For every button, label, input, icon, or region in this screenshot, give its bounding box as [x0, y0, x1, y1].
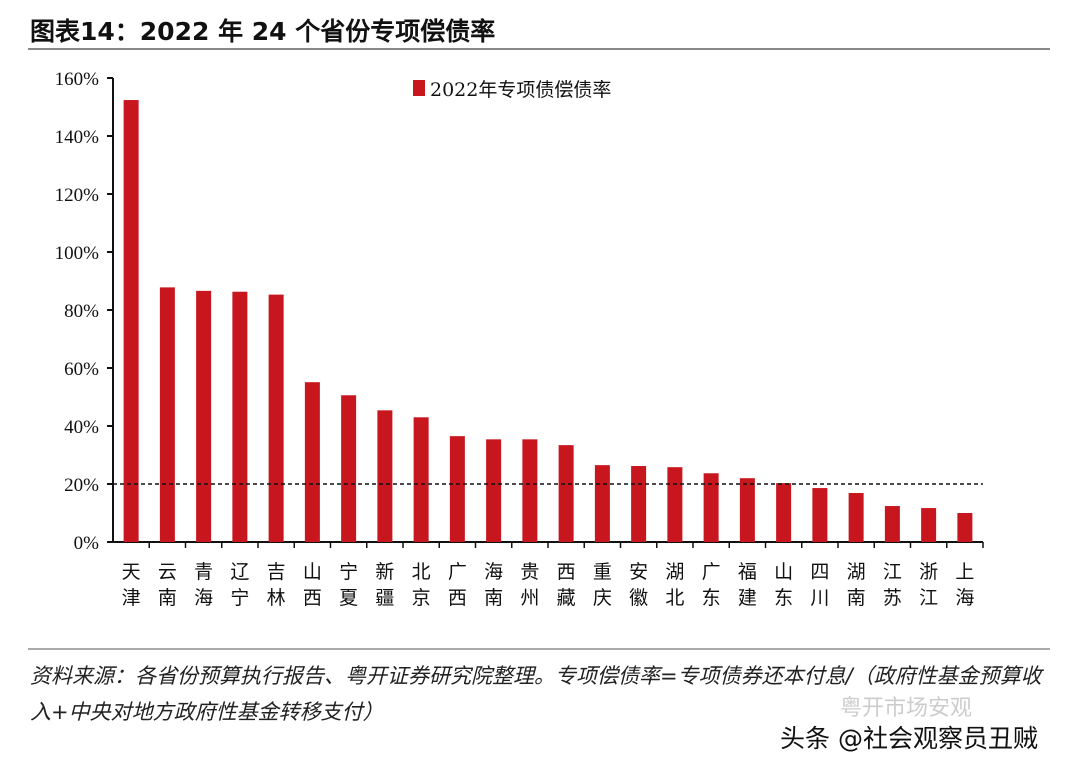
- x-tick-label: 新: [375, 561, 394, 583]
- watermark-platform: 头条 @社会观察员丑贼: [780, 724, 1038, 753]
- bar-宁夏: [341, 395, 357, 542]
- x-tick-label: 云: [158, 561, 177, 583]
- bar-广东: [703, 473, 719, 542]
- x-tick-label: 海: [484, 561, 503, 583]
- source-note: 资料来源：各省份预算执行报告、粤开证券研究院整理。专项偿债率=专项债券还本付息/…: [30, 664, 1042, 724]
- x-tick-label: 海: [194, 587, 213, 609]
- bar-新疆: [377, 410, 393, 542]
- x-tick-label: 海: [955, 587, 974, 609]
- x-tick-label: 湖: [847, 561, 866, 583]
- bar-山西: [304, 382, 320, 542]
- x-tick-label: 重: [593, 561, 612, 583]
- x-tick-label: 西: [448, 587, 467, 609]
- y-tick-label: 120%: [55, 185, 100, 206]
- x-tick-label: 上: [955, 561, 974, 583]
- bar-湖北: [667, 467, 683, 542]
- x-tick-label: 藏: [557, 587, 576, 609]
- y-tick-label: 60%: [64, 359, 99, 380]
- x-tick-label: 浙: [919, 561, 938, 583]
- bar-天津: [123, 100, 139, 542]
- x-tick-label: 南: [158, 587, 177, 609]
- bar-云南: [159, 287, 175, 542]
- x-tick-label: 京: [412, 587, 431, 609]
- bar-湖南: [848, 492, 864, 542]
- bar-重庆: [594, 465, 610, 542]
- bar-江苏: [884, 506, 900, 542]
- x-tick-label: 广: [448, 561, 467, 583]
- x-tick-label: 北: [665, 587, 684, 609]
- title-divider: [28, 48, 1050, 50]
- legend-swatch: [413, 80, 425, 96]
- x-tick-label: 州: [520, 587, 539, 609]
- x-tick-label: 宁: [339, 561, 358, 583]
- x-tick-label: 东: [702, 587, 721, 609]
- x-tick-label: 庆: [593, 587, 612, 609]
- x-tick-label: 川: [810, 587, 829, 609]
- x-tick-label: 山: [303, 561, 322, 583]
- x-tick-label: 福: [738, 561, 757, 583]
- x-tick-label: 贵: [520, 561, 539, 583]
- legend-label: 2022年专项债偿债率: [430, 79, 611, 101]
- bar-广西: [449, 436, 465, 542]
- x-tick-label: 辽: [230, 561, 249, 583]
- y-tick-label: 80%: [64, 301, 99, 322]
- bar-浙江: [921, 508, 937, 542]
- y-tick-label: 160%: [55, 69, 100, 90]
- x-tick-label: 宁: [230, 587, 249, 609]
- bar-山东: [776, 483, 792, 542]
- y-tick-label: 100%: [55, 243, 100, 264]
- watermark-account: 粤开市场安观: [840, 696, 973, 721]
- x-tick-label: 徽: [629, 587, 648, 609]
- chart-title: 图表14：2022 年 24 个省份专项偿债率: [30, 17, 496, 46]
- bar-chart: 0%20%40%60%80%100%120%140%160%天津云南青海辽宁吉林…: [55, 69, 984, 609]
- x-tick-label: 广: [702, 561, 721, 583]
- x-tick-label: 江: [919, 587, 938, 609]
- bar-福建: [739, 478, 755, 542]
- x-tick-label: 北: [412, 561, 431, 583]
- x-tick-label: 建: [738, 587, 757, 609]
- x-tick-label: 西: [303, 587, 322, 609]
- x-tick-label: 山: [774, 561, 793, 583]
- x-tick-label: 湖: [665, 561, 684, 583]
- bar-贵州: [522, 439, 538, 542]
- bar-吉林: [268, 294, 284, 542]
- y-tick-label: 40%: [64, 417, 99, 438]
- x-tick-label: 青: [194, 561, 213, 583]
- x-tick-label: 安: [629, 561, 648, 583]
- x-tick-label: 苏: [883, 587, 902, 609]
- x-tick-label: 四: [810, 561, 829, 583]
- x-tick-label: 东: [774, 587, 793, 609]
- bar-西藏: [558, 445, 574, 542]
- bar-北京: [413, 417, 429, 542]
- x-tick-label: 西: [557, 561, 576, 583]
- y-tick-label: 0%: [74, 533, 100, 554]
- bar-海南: [486, 439, 502, 542]
- y-tick-label: 140%: [55, 127, 100, 148]
- x-tick-label: 林: [267, 587, 286, 609]
- x-tick-label: 南: [847, 587, 866, 609]
- x-tick-label: 江: [883, 561, 902, 583]
- x-tick-label: 南: [484, 587, 503, 609]
- footer-divider: [28, 648, 1050, 650]
- bar-四川: [812, 488, 828, 542]
- bar-安徽: [631, 466, 647, 542]
- x-tick-label: 天: [122, 561, 141, 583]
- bar-辽宁: [232, 291, 248, 542]
- x-tick-label: 疆: [375, 587, 394, 609]
- bar-上海: [957, 513, 973, 542]
- x-tick-label: 夏: [339, 587, 358, 609]
- bar-青海: [196, 290, 212, 542]
- x-tick-label: 津: [122, 587, 141, 609]
- x-tick-label: 吉: [267, 561, 286, 583]
- y-tick-label: 20%: [64, 475, 99, 496]
